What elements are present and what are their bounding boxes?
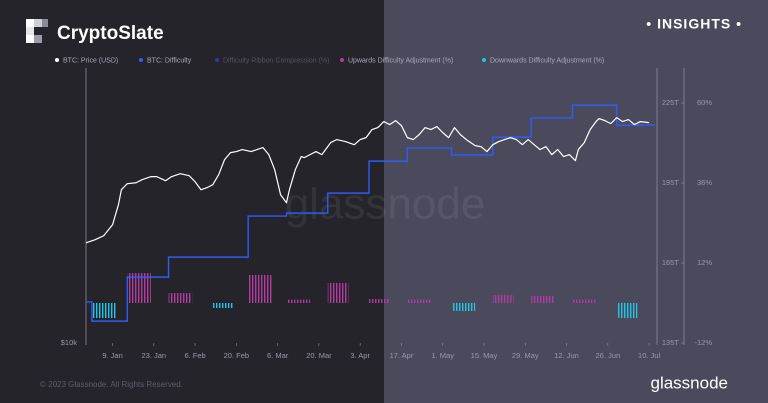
adjustment-bar: [327, 283, 349, 303]
y3-tick-label: 12%: [697, 258, 712, 267]
adjustment-bar: [248, 275, 272, 303]
brand: CryptoSlate: [57, 23, 164, 44]
legend-label: BTC: Difficulty: [147, 57, 192, 64]
adjustment-bar: [616, 303, 638, 318]
price-line: [85, 117, 650, 244]
x-tick-label: 23. Jan: [142, 351, 167, 360]
adjustment-bar: [369, 299, 390, 303]
adjustment-bar: [127, 273, 151, 303]
left-panel: [0, 0, 384, 403]
x-tick-label: 12. Jun: [554, 351, 579, 360]
x-tick-label: 6. Feb: [184, 351, 205, 360]
y3-tick-label: -12%: [694, 338, 712, 347]
adjustment-bar: [286, 299, 311, 303]
x-tick-label: 20. Mar: [306, 351, 332, 360]
adjustment-bar: [572, 299, 597, 303]
legend-label: Difficulty Ribbon Compression (%): [223, 57, 329, 64]
x-tick-label: 17. Apr: [390, 351, 414, 360]
x-tick-label: 29. May: [512, 351, 539, 360]
legend-label: Upwards Difficulty Adjustment (%): [348, 57, 453, 64]
legend-marker: [482, 58, 486, 62]
adjustment-bar: [407, 299, 431, 303]
legend-marker: [215, 58, 219, 62]
x-tick-label: 10. Jul: [638, 351, 660, 360]
x-tick-label: 6. Mar: [267, 351, 289, 360]
legend-label: BTC: Price (USD): [63, 57, 118, 64]
difficulty-line: [86, 104, 655, 322]
right-panel: [384, 0, 768, 403]
x-tick-label: 26. Jun: [596, 351, 621, 360]
y2-tick-label: 225T: [662, 98, 680, 107]
insights-tag: • INSIGHTS •: [646, 16, 742, 32]
y2-tick-label: 165T: [662, 258, 680, 267]
y2-tick-label: 195T: [662, 178, 680, 187]
x-tick-label: 15. May: [471, 351, 498, 360]
watermark: glassnode: [285, 180, 486, 229]
legend-marker: [340, 58, 344, 62]
adjustment-bar: [492, 295, 514, 303]
legend-marker: [139, 58, 143, 62]
x-tick-label: 9. Jan: [102, 351, 122, 360]
adjustment-bar: [91, 303, 116, 318]
footer-logo: glassnode: [650, 373, 728, 392]
adjustment-bar: [451, 303, 476, 311]
logo-icon: [26, 19, 48, 43]
x-tick-label: 3. Apr: [350, 351, 370, 360]
y2-tick-label: 135T: [662, 338, 680, 347]
copyright: © 2023 Glassnode. All Rights Reserved.: [40, 380, 183, 389]
adjustment-bar: [168, 293, 193, 303]
adjustment-bar: [531, 296, 555, 303]
y3-tick-label: 60%: [697, 98, 712, 107]
legend-marker: [55, 58, 59, 62]
legend-label: Downwards Difficulty Adjustment (%): [490, 57, 604, 64]
x-tick-label: 1. May: [431, 351, 454, 360]
y-tick-label: $10k: [61, 338, 78, 347]
y3-tick-label: 36%: [697, 178, 712, 187]
x-tick-label: 20. Feb: [224, 351, 249, 360]
adjustment-bar: [212, 303, 234, 308]
